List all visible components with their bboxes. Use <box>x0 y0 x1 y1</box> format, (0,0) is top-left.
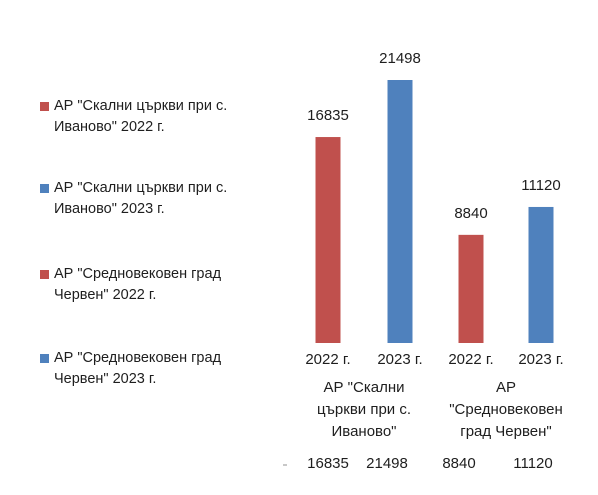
x-tick-label-1: 2022 г. <box>305 351 350 368</box>
x-category-label-2: АР "Средновековен град Червен" <box>449 379 563 440</box>
legend-label-1: АР "Скални църкви при с. Иваново" 2022 г… <box>54 98 228 135</box>
bar-4 <box>528 206 554 343</box>
legend-swatch-1 <box>40 102 49 111</box>
legend-swatch-4 <box>40 354 49 363</box>
table-value-4: 11120 <box>513 455 553 472</box>
table-value-2: 21498 <box>366 455 408 472</box>
legend-swatch-2 <box>40 184 49 193</box>
data-label-3: 8840 <box>454 205 487 222</box>
x-tick-label-4: 2023 г. <box>518 351 563 368</box>
data-label-2: 21498 <box>379 50 421 67</box>
legend-label-3: АР "Средновековен град Червен" 2022 г. <box>54 266 222 303</box>
data-label-1: 16835 <box>307 107 349 124</box>
bar-3 <box>458 234 484 343</box>
bar-1 <box>315 137 341 343</box>
x-tick-label-3: 2022 г. <box>448 351 493 368</box>
data-label-4: 11120 <box>521 177 561 194</box>
bar-2 <box>387 80 413 343</box>
table-value-3: 8840 <box>442 455 476 472</box>
legend-swatch-3 <box>40 270 49 279</box>
legend-label-4: АР "Средновековен град Червен" 2023 г. <box>54 350 222 387</box>
legend-label-2: АР "Скални църкви при с. Иваново" 2023 г… <box>54 180 228 217</box>
x-tick-label-2: 2023 г. <box>377 351 422 368</box>
x-category-label-1: АР "Скални църкви при с. Иваново" <box>317 379 411 440</box>
table-marker <box>283 464 287 466</box>
table-value-1: 16835 <box>307 455 349 472</box>
